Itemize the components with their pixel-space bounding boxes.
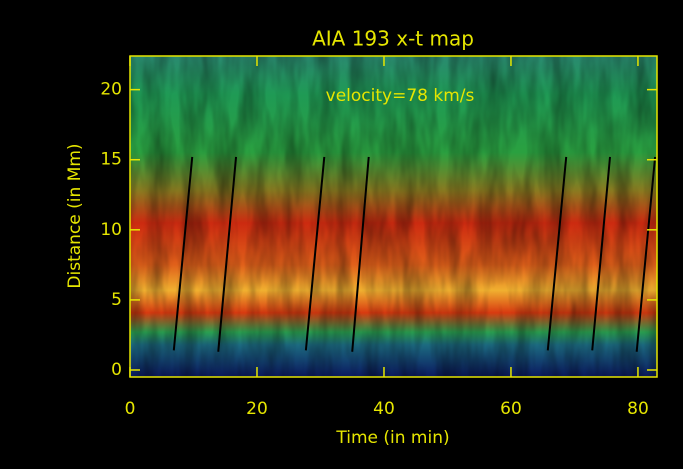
x-tick-label: 20 bbox=[246, 399, 268, 419]
heatmap-image bbox=[130, 56, 657, 377]
velocity-line bbox=[217, 156, 238, 352]
y-tick-label: 20 bbox=[100, 80, 122, 100]
annotation: velocity=78 km/s bbox=[326, 86, 475, 106]
y-tick-label: 10 bbox=[100, 220, 122, 240]
x-tick-label: 0 bbox=[125, 399, 136, 419]
x-tick-label: 60 bbox=[500, 399, 522, 419]
x-axis-label: Time (in min) bbox=[335, 428, 449, 448]
velocity-line bbox=[546, 156, 568, 351]
velocity-line bbox=[351, 156, 370, 352]
x-tick-label: 40 bbox=[373, 399, 395, 419]
plot-frame bbox=[129, 55, 658, 378]
chart-title: AIA 193 x-t map bbox=[312, 27, 474, 51]
x-tick-label: 80 bbox=[627, 399, 649, 419]
y-tick-label: 0 bbox=[111, 360, 122, 380]
y-tick-label: 15 bbox=[100, 150, 122, 170]
velocity-line bbox=[635, 156, 657, 352]
velocity-line bbox=[172, 156, 194, 351]
velocity-line bbox=[304, 156, 326, 351]
y-axis-label: Distance (in Mm) bbox=[65, 143, 85, 288]
y-tick-label: 5 bbox=[111, 290, 122, 310]
velocity-line bbox=[591, 156, 612, 351]
